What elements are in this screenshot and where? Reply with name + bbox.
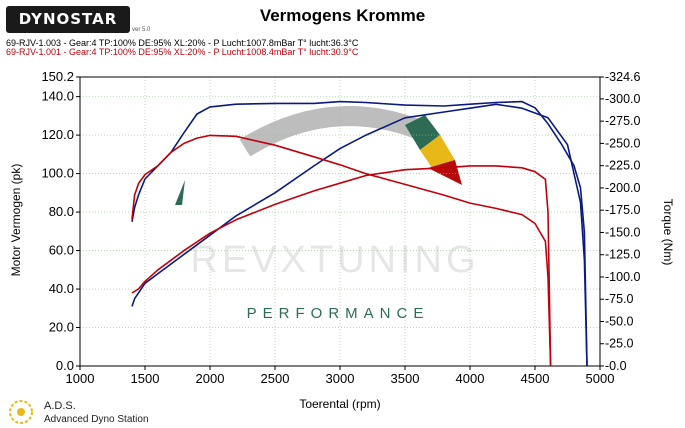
footer-brand: A.D.S.: [44, 400, 76, 412]
y-tick-8: 150.2: [41, 69, 74, 84]
x-tick-4: 3000: [326, 371, 355, 386]
y2-tick-10: -250.0: [605, 136, 640, 150]
x-tick-1: 1500: [131, 371, 160, 386]
run-label-1: 69-RJV-1.003 - Gear:4 TP:100% DE:95% XL:…: [6, 38, 359, 48]
y-axis-label: Motor Vermogen (pk): [9, 164, 23, 277]
x-tick-2: 2000: [196, 371, 225, 386]
watermark-gauge-arc: [239, 106, 424, 157]
x-tick-3: 2500: [261, 371, 290, 386]
watermark-gauge-green: [405, 115, 440, 150]
x-tick-8: 5000: [586, 371, 615, 386]
y2-tick-5: -125.0: [605, 248, 640, 262]
series-layer: [131, 100, 588, 367]
ads-logo-icon: [9, 400, 33, 424]
brand-version: ver 5.0: [132, 27, 151, 33]
x-axis: 1000 1500 2000 2500 3000 3500 4000 4500 5000: [66, 366, 615, 386]
y-axis-left: 0.0 20.0 40.0 60.0 80.0 100.0 120.0 140.0 150.2: [41, 69, 80, 373]
series-line-1: [131, 100, 588, 367]
y2-tick-13: -324.6: [605, 70, 640, 84]
y2-tick-11: -275.0: [605, 114, 640, 128]
series-line-2: [131, 165, 552, 367]
y-tick-2: 40.0: [49, 281, 74, 296]
x-axis-label: Toerental (rpm): [299, 397, 380, 411]
footer-name: Advanced Dyno Station: [44, 414, 149, 425]
y2-tick-6: -150.0: [605, 225, 640, 239]
dynostar-logo: DYNOSTAR: [6, 6, 130, 33]
y2-axis-label: Torque (Nm): [661, 199, 675, 266]
y2-tick-12: -300.0: [605, 92, 640, 106]
x-tick-5: 3500: [391, 371, 420, 386]
watermark-needle: [175, 180, 185, 205]
y-tick-5: 100.0: [41, 166, 74, 181]
y-tick-1: 20.0: [49, 320, 74, 335]
y2-tick-1: -25.0: [605, 337, 634, 351]
y2-tick-2: -50.0: [605, 314, 634, 328]
x-tick-6: 4000: [456, 371, 485, 386]
y-tick-3: 60.0: [49, 243, 74, 258]
y-axis-right: -0.0 -25.0 -50.0 -75.0 -100.0 -125.0 -150.0 -17…: [600, 70, 640, 373]
page-title: Vermogens Kromme: [259, 6, 426, 25]
y2-tick-8: -200.0: [605, 181, 640, 195]
watermark-gauge-yellow: [420, 135, 455, 168]
y2-tick-3: -75.0: [605, 292, 634, 306]
y2-tick-9: -225.0: [605, 159, 640, 173]
x-tick-0: 1000: [66, 371, 95, 386]
y2-tick-7: -175.0: [605, 203, 640, 217]
y-tick-6: 120.0: [41, 127, 74, 142]
y2-tick-4: -100.0: [605, 270, 640, 284]
watermark-gauge-red: [428, 160, 462, 185]
revx-watermark: REVXTUNING PERFORMANCE: [175, 106, 479, 322]
watermark-brand: REVXTUNING: [190, 239, 479, 281]
x-tick-7: 4500: [521, 371, 550, 386]
y-tick-0: 0.0: [56, 358, 74, 373]
series-line-0: [131, 103, 588, 367]
series-line-3: [131, 134, 552, 367]
y2-tick-0: -0.0: [605, 359, 627, 373]
run-label-2: 69-RJV-1.001 - Gear:4 TP:100% DE:95% XL:…: [6, 47, 359, 57]
y-tick-7: 140.0: [41, 89, 74, 104]
watermark-tagline: PERFORMANCE: [247, 305, 430, 322]
y-tick-4: 80.0: [49, 204, 74, 219]
